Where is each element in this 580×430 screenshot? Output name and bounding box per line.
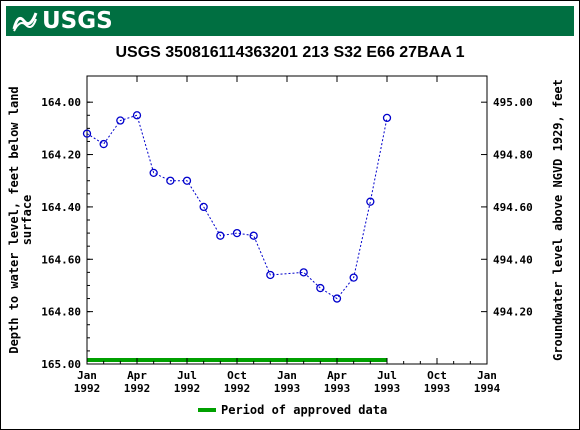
x-tick-label-year: 1993 (374, 382, 401, 395)
chart-axes (86, 75, 488, 365)
data-point (182, 176, 192, 185)
x-tick-label-year: 1992 (174, 382, 201, 395)
x-tick-label-year: 1993 (324, 382, 351, 395)
y-left-axis-label-line2: surface (20, 195, 34, 246)
x-tick-label-month: Jul (377, 369, 397, 382)
usgs-wave-icon (12, 12, 38, 32)
y-left-axis-label-line1: Depth to water level, feet below land (7, 86, 21, 353)
x-tick-label-year: 1993 (424, 382, 451, 395)
plot-area-border (86, 75, 488, 365)
tick-layer: 164.00 164.20 164.40 164.60 164.80 165.00 495.… (41, 76, 533, 395)
y-left-tick-label: 164.40 (41, 201, 81, 214)
data-point (116, 116, 125, 125)
x-tick-label-year: 1992 (74, 382, 101, 395)
data-point (99, 139, 108, 149)
x-tick-label-month: Apr (327, 369, 347, 382)
y-left-tick-label: 164.60 (41, 253, 81, 266)
x-tick-label-month: Jan (277, 369, 297, 382)
data-point (82, 129, 92, 138)
data-point (266, 270, 275, 280)
y-right-tick-label: 494.80 (493, 149, 533, 162)
x-tick-label-month: Oct (227, 369, 247, 382)
data-point (199, 202, 208, 212)
data-point (382, 113, 392, 123)
data-point (316, 283, 325, 293)
chart-title: USGS 350816114363201 213 S32 E66 27BAA 1 (115, 44, 465, 61)
data-point (366, 197, 375, 206)
y-left-tick-label: 164.80 (41, 306, 81, 319)
legend-label: Period of approved data (221, 403, 387, 417)
x-tick-label-month: Jul (177, 369, 197, 382)
data-point (299, 268, 308, 277)
x-tick-label-year: 1992 (224, 382, 251, 395)
usgs-banner: USGS (6, 6, 574, 36)
x-tick-label-month: Jan (477, 369, 497, 382)
x-tick-label-year: 1994 (474, 382, 501, 395)
legend: Period of approved data (198, 403, 387, 417)
series-line-layer (86, 114, 388, 300)
y-right-tick-label: 494.20 (493, 306, 533, 319)
y-right-tick-label: 495.00 (493, 96, 533, 109)
y-right-tick-label: 494.40 (493, 253, 533, 266)
y-left-tick-label: 165.00 (41, 358, 81, 371)
y-right-tick-label: 494.60 (493, 201, 533, 214)
y-left-tick-label: 164.00 (41, 96, 81, 109)
x-tick-label-month: Apr (127, 369, 147, 382)
data-point (349, 273, 358, 282)
data-point (249, 231, 258, 240)
usgs-logo[interactable]: USGS (12, 8, 113, 34)
data-point (132, 111, 142, 120)
series-line (86, 114, 388, 300)
y-left-tick-label: 164.20 (41, 149, 81, 162)
x-tick-label-month: Oct (427, 369, 447, 382)
y-right-axis-label: Groundwater level above NGVD 1929, feet (551, 79, 565, 361)
data-point (166, 176, 175, 185)
data-point (149, 168, 158, 178)
series-point-layer (82, 111, 392, 303)
usgs-logo-text: USGS (42, 8, 113, 34)
x-tick-label-month: Jan (77, 369, 97, 382)
data-point (232, 228, 242, 238)
x-tick-label-year: 1992 (124, 382, 151, 395)
axis-label-layer: Depth to water level, feet below land sur… (7, 79, 565, 361)
x-tick-label-year: 1993 (274, 382, 301, 395)
data-point (332, 294, 342, 303)
data-point (216, 231, 225, 240)
